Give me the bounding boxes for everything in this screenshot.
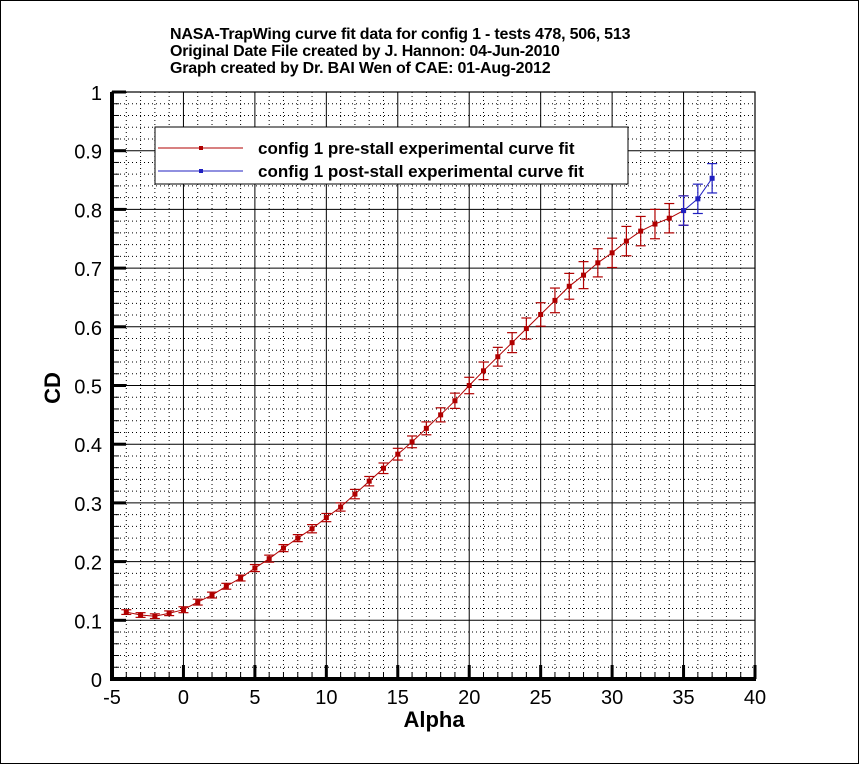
legend-item-post-stall: config 1 post-stall experimental curve f… — [158, 162, 584, 181]
x-tick-label: 20 — [458, 687, 480, 709]
data-point-marker — [466, 383, 472, 388]
x-tick-label: 0 — [178, 687, 189, 709]
data-point-marker — [623, 238, 629, 244]
x-tick-labels: -5 0 5 10 15 20 25 30 35 40 — [103, 687, 766, 709]
y-tick-label: 0.2 — [74, 553, 102, 575]
chart-subtitle-author: Graph created by Dr. BAI Wen of CAE: 01-… — [170, 60, 551, 77]
data-point-marker — [595, 260, 601, 266]
data-point-marker — [309, 526, 315, 532]
series-line — [126, 210, 684, 617]
legend: config 1 pre-stall experimental curve fi… — [154, 126, 629, 185]
data-point-marker — [566, 283, 572, 289]
data-point-marker — [252, 565, 258, 571]
data-point-marker — [266, 556, 272, 562]
series-pre-stall — [121, 195, 689, 620]
data-point-marker — [352, 491, 358, 497]
y-tick-label: 0.5 — [74, 377, 102, 399]
y-tick-label: 0.1 — [74, 611, 102, 633]
x-tick-label: 35 — [672, 687, 694, 709]
y-tick-labels: 0 0.1 0.2 0.3 0.4 0.5 0.6 0.7 0.8 0.9 1 — [74, 83, 102, 692]
data-point-marker — [395, 451, 401, 457]
data-point-marker — [238, 575, 244, 581]
data-point-marker — [180, 607, 186, 613]
x-tick-label: 40 — [744, 687, 766, 709]
y-tick-label: 0.8 — [74, 200, 102, 222]
data-point-marker — [538, 311, 544, 317]
x-axis-title: Alpha — [403, 707, 465, 732]
x-tick-label: 30 — [601, 687, 623, 709]
data-point-marker — [423, 425, 429, 431]
data-point-marker — [152, 613, 158, 619]
data-point-marker — [609, 250, 615, 256]
x-tick-label: 5 — [249, 687, 260, 709]
data-point-marker — [495, 354, 501, 360]
data-point-marker — [209, 592, 215, 598]
data-point-marker — [509, 340, 515, 346]
x-tick-label: 10 — [315, 687, 337, 709]
x-tick-label: -5 — [103, 687, 121, 709]
legend-label-post-stall: config 1 post-stall experimental curve f… — [258, 162, 584, 181]
data-point-marker — [452, 398, 458, 404]
data-point-marker — [195, 599, 201, 605]
y-tick-label: 0 — [91, 670, 102, 692]
data-point-marker — [280, 545, 286, 551]
data-point-marker — [366, 478, 372, 484]
data-series — [121, 163, 718, 620]
legend-item-pre-stall: config 1 pre-stall experimental curve fi… — [158, 139, 575, 158]
data-point-marker — [323, 515, 329, 521]
data-point-marker — [523, 326, 529, 332]
data-point-marker — [223, 583, 229, 589]
legend-label-pre-stall: config 1 pre-stall experimental curve fi… — [258, 139, 575, 158]
data-point-marker — [138, 612, 144, 618]
data-point-marker — [638, 228, 644, 234]
y-tick-label: 0.6 — [74, 318, 102, 340]
y-tick-label: 0.4 — [74, 435, 102, 457]
data-point-marker — [481, 368, 487, 374]
chart-title-block: NASA-TrapWing curve fit data for config … — [170, 26, 630, 77]
series-post-stall — [678, 163, 718, 226]
data-point-marker — [652, 221, 658, 227]
data-point-marker — [295, 535, 301, 541]
x-tick-label: 15 — [387, 687, 409, 709]
data-point-marker — [681, 208, 687, 214]
data-point-marker — [166, 610, 172, 616]
chart-subtitle-source: Original Date File created by J. Hannon:… — [170, 43, 560, 60]
y-tick-label: 0.3 — [74, 494, 102, 516]
y-tick-label: 0.7 — [74, 259, 102, 281]
legend-box — [154, 126, 629, 185]
data-point-marker — [409, 439, 415, 445]
data-point-marker — [552, 297, 558, 303]
data-point-marker — [581, 272, 587, 278]
legend-marker-post-stall — [199, 169, 203, 173]
data-point-marker — [380, 465, 386, 471]
data-point-marker — [438, 412, 444, 418]
data-point-marker — [709, 175, 715, 181]
y-tick-label: 0.9 — [74, 142, 102, 164]
chart-title: NASA-TrapWing curve fit data for config … — [170, 26, 631, 43]
data-point-marker — [666, 215, 672, 221]
data-point-marker — [695, 196, 701, 202]
y-tick-label: 1 — [91, 83, 102, 105]
legend-marker-pre-stall — [199, 146, 203, 150]
data-point-marker — [338, 504, 344, 510]
x-tick-label: 25 — [530, 687, 552, 709]
data-point-marker — [123, 609, 129, 615]
y-axis-title: CD — [40, 372, 65, 404]
